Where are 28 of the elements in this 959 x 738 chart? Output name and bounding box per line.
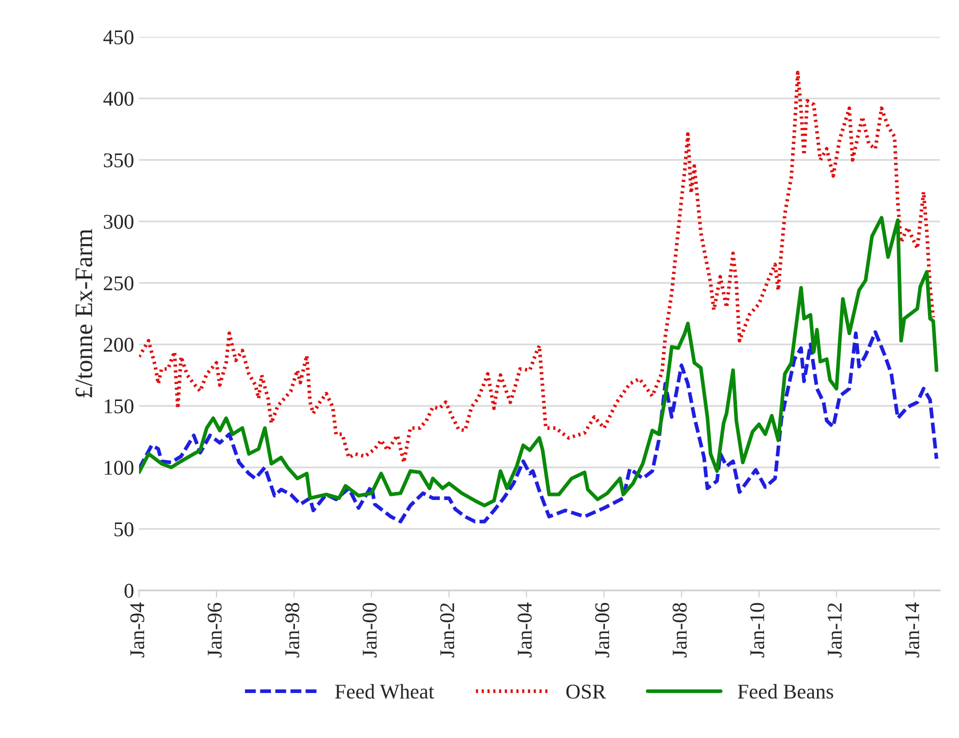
line-series — [139, 330, 938, 524]
x-tick-label: Jan-04 — [518, 602, 532, 658]
line-series — [139, 70, 936, 464]
y-tick-label: 150 — [104, 399, 134, 414]
x-tick-label: Jan-94 — [130, 602, 144, 658]
x-tick-label: Jan-02 — [440, 603, 454, 658]
x-tick-label: Jan-98 — [285, 603, 300, 658]
x-tick-label: Jan-96 — [208, 602, 222, 658]
line-series — [139, 216, 938, 508]
y-tick-label: 350 — [104, 153, 134, 168]
y-tick-label: 50 — [114, 522, 134, 536]
x-tick-label: Jan-08 — [672, 603, 687, 658]
y-tick-label: 250 — [104, 276, 134, 290]
x-tick-label: Jan-10 — [750, 603, 764, 658]
x-tick-label: Jan-00 — [362, 603, 377, 658]
y-tick-label: 100 — [104, 460, 134, 475]
y-axis-title: £/tonne Ex-Farm — [76, 228, 92, 398]
y-tick-label: 200 — [104, 338, 134, 352]
y-tick-label: 0 — [124, 584, 134, 598]
x-tick-label: Jan-06 — [595, 602, 610, 658]
y-tick-label: 300 — [104, 214, 134, 229]
x-tick-label: Jan-14 — [905, 602, 920, 658]
legend-label: OSR — [566, 684, 606, 699]
x-tick-label: Jan-12 — [828, 603, 842, 658]
legend-label: Feed Beans — [738, 684, 834, 699]
y-tick-label: 450 — [103, 30, 134, 44]
legend-label: Feed Wheat — [335, 684, 434, 699]
y-tick-label: 400 — [103, 92, 134, 106]
